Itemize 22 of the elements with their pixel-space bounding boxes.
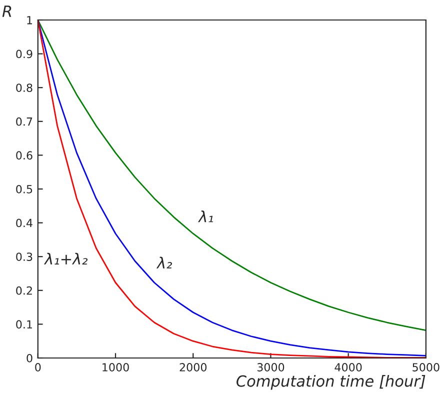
series-label: λ₂ [156,256,172,268]
series-label: λ₁ [198,210,214,222]
y-tick-label: 0.3 [16,252,32,261]
y-tick-label: 1 [27,16,32,24]
y-tick-label: 0 [26,354,32,362]
x-tick-label: 3000 [257,363,284,372]
y-axis-title: R [2,6,12,17]
x-tick-label: 2000 [180,363,207,372]
y-tick-label: 0.7 [16,117,32,126]
y-tick-label: 0.4 [16,218,32,228]
y-tick-label: 0.8 [16,84,32,92]
x-tick-label: 1000 [102,363,129,372]
y-tick-label: 0.1 [16,320,32,329]
y-tick-label: 0.9 [16,50,32,58]
x-tick-label: 5000 [412,363,440,372]
x-axis-title: Computation time [hour] [236,375,426,390]
series-label: λ₁+λ₂ [44,252,88,264]
y-tick-label: 0.5 [16,184,32,194]
x-tick-label: 0 [35,363,41,372]
x-tick-label: 4000 [334,363,362,372]
y-tick-label: 0.6 [16,151,32,160]
y-tick-label: 0.2 [16,286,32,295]
